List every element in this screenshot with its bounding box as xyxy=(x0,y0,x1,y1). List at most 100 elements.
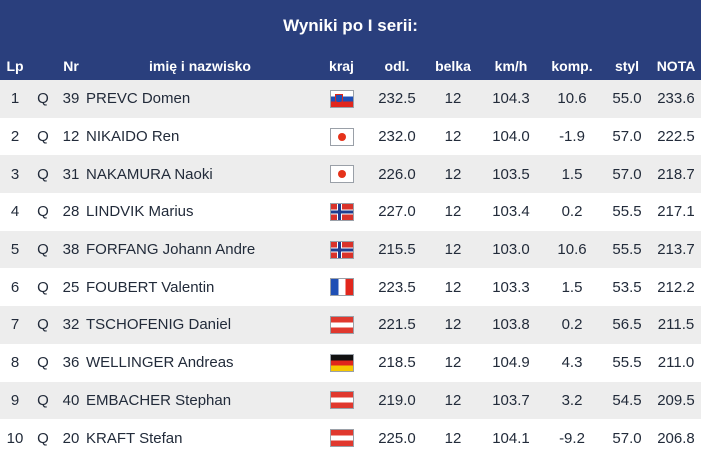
flag-nor-icon xyxy=(329,202,354,221)
cell-compensation: 0.2 xyxy=(541,306,603,344)
qualified-marker: Q xyxy=(30,381,56,420)
cell-lp: 3 xyxy=(0,155,30,194)
flag-jpn-icon xyxy=(329,127,354,146)
cell-speed: 104.1 xyxy=(481,419,541,457)
cell-total: 206.8 xyxy=(651,419,701,457)
cell-total: 211.0 xyxy=(651,343,701,382)
cell-lp: 5 xyxy=(0,230,30,269)
flag-slo-icon xyxy=(329,89,354,108)
col-header-style: styl xyxy=(603,52,651,80)
qualified-marker: Q xyxy=(30,230,56,269)
cell-country xyxy=(314,155,369,194)
col-header-name: imię i nazwisko xyxy=(86,52,314,80)
cell-total: 233.6 xyxy=(651,80,701,118)
athlete-name: NIKAIDO Ren xyxy=(86,117,314,156)
cell-country xyxy=(314,381,369,420)
cell-compensation: 1.5 xyxy=(541,268,603,307)
cell-country xyxy=(314,268,369,307)
cell-bib: 36 xyxy=(56,343,86,382)
cell-total: 213.7 xyxy=(651,230,701,269)
cell-total: 211.5 xyxy=(651,306,701,344)
cell-lp: 10 xyxy=(0,419,30,457)
cell-country xyxy=(314,306,369,344)
cell-distance: 232.0 xyxy=(369,117,425,156)
flag-aut-icon xyxy=(329,429,354,448)
cell-distance: 226.0 xyxy=(369,155,425,194)
cell-compensation: 10.6 xyxy=(541,80,603,118)
results-body: 1 Q 39 PREVC Domen 232.5 12 104.3 10.6 55.0 233.6… xyxy=(0,80,701,457)
cell-style: 57.0 xyxy=(603,117,651,156)
cell-gate: 12 xyxy=(425,306,481,344)
flag-aut-icon xyxy=(329,391,354,410)
athlete-name: PREVC Domen xyxy=(86,80,314,118)
qualified-marker: Q xyxy=(30,80,56,118)
cell-total: 212.2 xyxy=(651,268,701,307)
athlete-name: FOUBERT Valentin xyxy=(86,268,314,307)
cell-lp: 9 xyxy=(0,381,30,420)
col-header-q xyxy=(30,52,56,80)
cell-speed: 103.4 xyxy=(481,193,541,231)
cell-bib: 32 xyxy=(56,306,86,344)
cell-lp: 4 xyxy=(0,193,30,231)
cell-compensation: 3.2 xyxy=(541,381,603,420)
cell-style: 56.5 xyxy=(603,306,651,344)
results-table: Lp Nr imię i nazwisko kraj odl. belka km… xyxy=(0,52,701,457)
cell-bib: 39 xyxy=(56,80,86,118)
athlete-name: NAKAMURA Naoki xyxy=(86,155,314,194)
cell-style: 55.5 xyxy=(603,343,651,382)
cell-country xyxy=(314,80,369,118)
qualified-marker: Q xyxy=(30,343,56,382)
col-header-distance: odl. xyxy=(369,52,425,80)
cell-compensation: -1.9 xyxy=(541,117,603,156)
qualified-marker: Q xyxy=(30,117,56,156)
athlete-name: TSCHOFENIG Daniel xyxy=(86,306,314,344)
cell-bib: 20 xyxy=(56,419,86,457)
cell-lp: 2 xyxy=(0,117,30,156)
cell-lp: 7 xyxy=(0,306,30,344)
cell-gate: 12 xyxy=(425,117,481,156)
col-header-nr: Nr xyxy=(56,52,86,80)
col-header-comp: komp. xyxy=(541,52,603,80)
cell-distance: 215.5 xyxy=(369,230,425,269)
cell-speed: 103.3 xyxy=(481,268,541,307)
cell-lp: 1 xyxy=(0,80,30,118)
cell-speed: 104.3 xyxy=(481,80,541,118)
cell-style: 57.0 xyxy=(603,155,651,194)
cell-bib: 28 xyxy=(56,193,86,231)
cell-compensation: 1.5 xyxy=(541,155,603,194)
table-row: 10 Q 20 KRAFT Stefan 225.0 12 104.1 -9.2 57.0 206… xyxy=(0,419,701,457)
cell-country xyxy=(314,193,369,231)
cell-compensation: 0.2 xyxy=(541,193,603,231)
cell-gate: 12 xyxy=(425,193,481,231)
cell-speed: 103.7 xyxy=(481,381,541,420)
cell-distance: 219.0 xyxy=(369,381,425,420)
cell-compensation: 4.3 xyxy=(541,343,603,382)
cell-bib: 40 xyxy=(56,381,86,420)
table-row: 7 Q 32 TSCHOFENIG Daniel 221.5 12 103.8 0.2 56.5… xyxy=(0,306,701,344)
cell-style: 55.0 xyxy=(603,80,651,118)
table-header-row: Lp Nr imię i nazwisko kraj odl. belka km… xyxy=(0,52,701,80)
cell-country xyxy=(314,419,369,457)
qualified-marker: Q xyxy=(30,193,56,231)
cell-distance: 223.5 xyxy=(369,268,425,307)
table-row: 5 Q 38 FORFANG Johann Andre 215.5 12 103.0 10.6… xyxy=(0,230,701,269)
col-header-lp: Lp xyxy=(0,52,30,80)
flag-aut-icon xyxy=(329,315,354,334)
cell-gate: 12 xyxy=(425,80,481,118)
qualified-marker: Q xyxy=(30,306,56,344)
table-row: 2 Q 12 NIKAIDO Ren 232.0 12 104.0 -1.9 57.0 222.5 xyxy=(0,117,701,156)
cell-bib: 31 xyxy=(56,155,86,194)
cell-total: 222.5 xyxy=(651,117,701,156)
cell-speed: 104.0 xyxy=(481,117,541,156)
cell-country xyxy=(314,230,369,269)
table-row: 9 Q 40 EMBACHER Stephan 219.0 12 103.7 3.2 54.5 2… xyxy=(0,381,701,420)
flag-fra-icon xyxy=(329,278,354,297)
flag-ger-icon xyxy=(329,353,354,372)
cell-country xyxy=(314,343,369,382)
cell-bib: 25 xyxy=(56,268,86,307)
cell-total: 217.1 xyxy=(651,193,701,231)
athlete-name: FORFANG Johann Andre xyxy=(86,230,314,269)
cell-total: 209.5 xyxy=(651,381,701,420)
cell-gate: 12 xyxy=(425,381,481,420)
cell-distance: 218.5 xyxy=(369,343,425,382)
